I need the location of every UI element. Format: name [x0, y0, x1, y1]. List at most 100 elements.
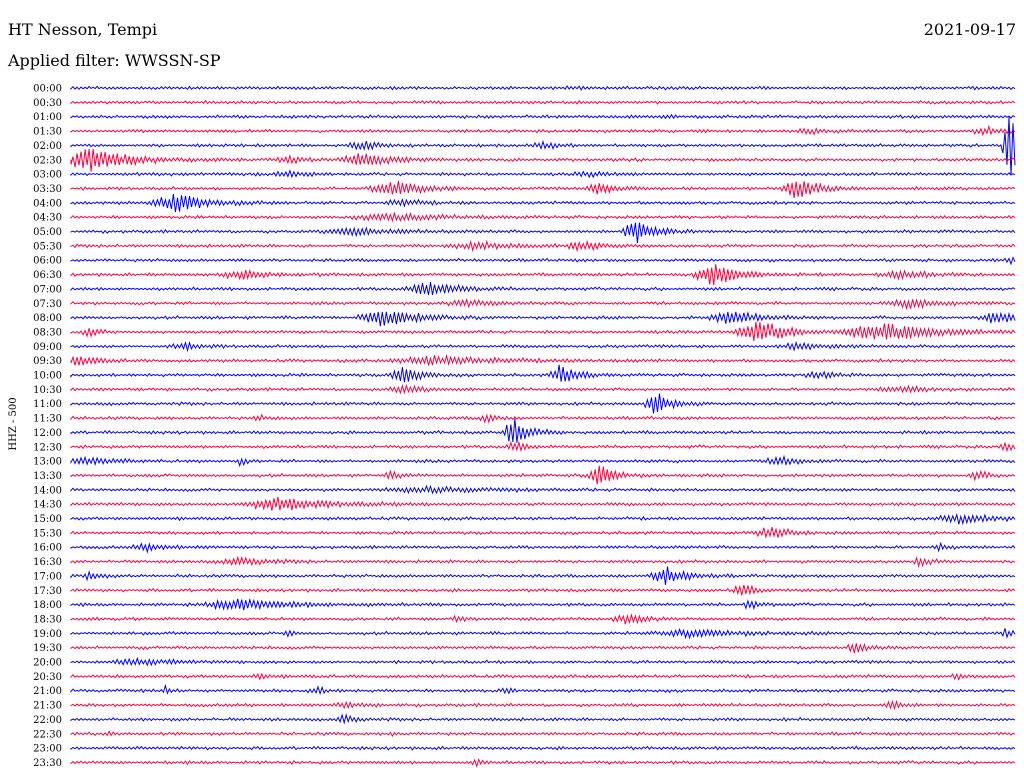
time-tick-label: 16:30: [33, 557, 62, 568]
seismogram-trace: [70, 180, 1016, 199]
seismogram-trace: [70, 758, 1016, 769]
seismogram-trace: [70, 555, 1016, 568]
time-tick-label: 00:00: [33, 84, 62, 95]
seismogram-trace: [70, 222, 1016, 243]
seismogram-trace: [70, 85, 1016, 91]
time-tick-label: 02:00: [33, 141, 62, 152]
time-tick-label: 03:30: [33, 184, 62, 195]
seismogram-trace: [70, 566, 1016, 585]
seismogram-trace: [70, 116, 1016, 176]
time-tick-label: 17:30: [33, 586, 62, 597]
y-axis-label: HHZ - 500: [8, 397, 19, 450]
seismogram-trace: [70, 264, 1016, 286]
date-label: 2021-09-17: [923, 20, 1016, 39]
seismogram-trace: [70, 340, 1016, 353]
time-tick-label: 10:00: [33, 371, 62, 382]
time-tick-label: 07:30: [33, 299, 62, 310]
time-tick-label: 12:30: [33, 442, 62, 453]
seismogram-trace: [70, 148, 1016, 172]
time-tick-label: 11:30: [33, 414, 62, 425]
time-tick-label: 06:00: [33, 256, 62, 267]
station-title: HT Nesson, Tempi: [8, 20, 158, 39]
seismogram-trace: [70, 413, 1016, 424]
seismogram-trace: [70, 440, 1016, 453]
seismogram-trace: [70, 730, 1016, 738]
time-tick-label: 20:00: [33, 658, 62, 669]
seismogram-trace: [70, 541, 1016, 554]
time-tick-label: 08:30: [33, 327, 62, 338]
seismogram-trace: [70, 113, 1016, 120]
time-tick-label: 19:30: [33, 643, 62, 654]
time-tick-label: 23:00: [33, 744, 62, 755]
seismogram-trace: [70, 239, 1016, 253]
seismogram-trace: [70, 310, 1016, 327]
time-tick-label: 05:30: [33, 241, 62, 252]
time-tick-label: 20:30: [33, 672, 62, 683]
time-tick-label: 01:00: [33, 112, 62, 123]
time-tick-label: 19:00: [33, 629, 62, 640]
seismogram-trace: [70, 512, 1016, 526]
time-tick-label: 02:30: [33, 155, 62, 166]
seismogram-trace: [70, 613, 1016, 625]
time-tick-label: 16:00: [33, 543, 62, 554]
time-tick-label: 05:00: [33, 227, 62, 238]
time-tick-label: 06:30: [33, 270, 62, 281]
seismogram-trace: [70, 683, 1016, 696]
time-tick-label: 21:00: [33, 686, 62, 697]
seismogram-trace: [70, 364, 1016, 383]
seismogram-trace: [70, 418, 1016, 443]
time-tick-label: 12:00: [33, 428, 62, 439]
time-tick-label: 08:00: [33, 313, 62, 324]
time-tick-label: 09:30: [33, 356, 62, 367]
seismogram-trace: [70, 745, 1016, 751]
time-tick-label: 07:00: [33, 284, 62, 295]
time-tick-label: 01:30: [33, 127, 62, 138]
time-tick-label: 14:00: [33, 485, 62, 496]
time-tick-label: 17:00: [33, 571, 62, 582]
seismogram-trace: [70, 584, 1016, 596]
time-tick-label: 18:30: [33, 614, 62, 625]
seismogram-trace: [70, 193, 1016, 213]
time-tick-label: 23:30: [33, 758, 62, 769]
traces-group: [70, 85, 1016, 769]
seismogram-trace: [70, 124, 1016, 137]
seismogram-trace: [70, 597, 1016, 611]
seismogram-trace: [70, 526, 1016, 539]
time-tick-label: 18:00: [33, 600, 62, 611]
seismogram-trace: [70, 454, 1016, 468]
time-tick-label: 22:30: [33, 729, 62, 740]
seismogram-trace: [70, 484, 1016, 495]
seismogram-trace: [70, 168, 1016, 179]
time-tick-label: 03:00: [33, 170, 62, 181]
seismogram-trace: [70, 211, 1016, 223]
seismogram-trace: [70, 642, 1016, 654]
seismogram-trace: [70, 699, 1016, 711]
seismogram-trace: [70, 465, 1016, 485]
seismogram-trace: [70, 298, 1016, 311]
time-tick-label: 14:30: [33, 500, 62, 511]
seismogram-trace: [70, 353, 1016, 367]
time-tick-label: 09:00: [33, 342, 62, 353]
time-tick-label: 04:30: [33, 213, 62, 224]
filter-label: Applied filter: WWSSN-SP: [8, 51, 221, 70]
time-tick-label: 15:30: [33, 528, 62, 539]
seismogram-trace: [70, 383, 1016, 395]
time-ticks-group: 00:00 00:30 01:00 01:30 02:00 02:30 03:00 03:30…: [33, 84, 62, 769]
time-tick-label: 00:30: [33, 98, 62, 109]
time-tick-label: 13:30: [33, 471, 62, 482]
seismogram-trace: [70, 496, 1016, 511]
seismogram-trace: [70, 99, 1016, 105]
time-tick-label: 04:00: [33, 198, 62, 209]
seismogram-trace: [70, 656, 1016, 667]
time-tick-label: 21:30: [33, 701, 62, 712]
seismogram-trace: [70, 627, 1016, 640]
seismogram-trace: [70, 713, 1016, 725]
seismogram-trace: [70, 672, 1016, 681]
time-tick-label: 10:30: [33, 385, 62, 396]
seismogram-trace: [70, 321, 1016, 342]
time-tick-label: 22:00: [33, 715, 62, 726]
time-tick-label: 11:00: [33, 399, 62, 410]
time-tick-label: 15:00: [33, 514, 62, 525]
seismogram-trace: [70, 256, 1016, 266]
